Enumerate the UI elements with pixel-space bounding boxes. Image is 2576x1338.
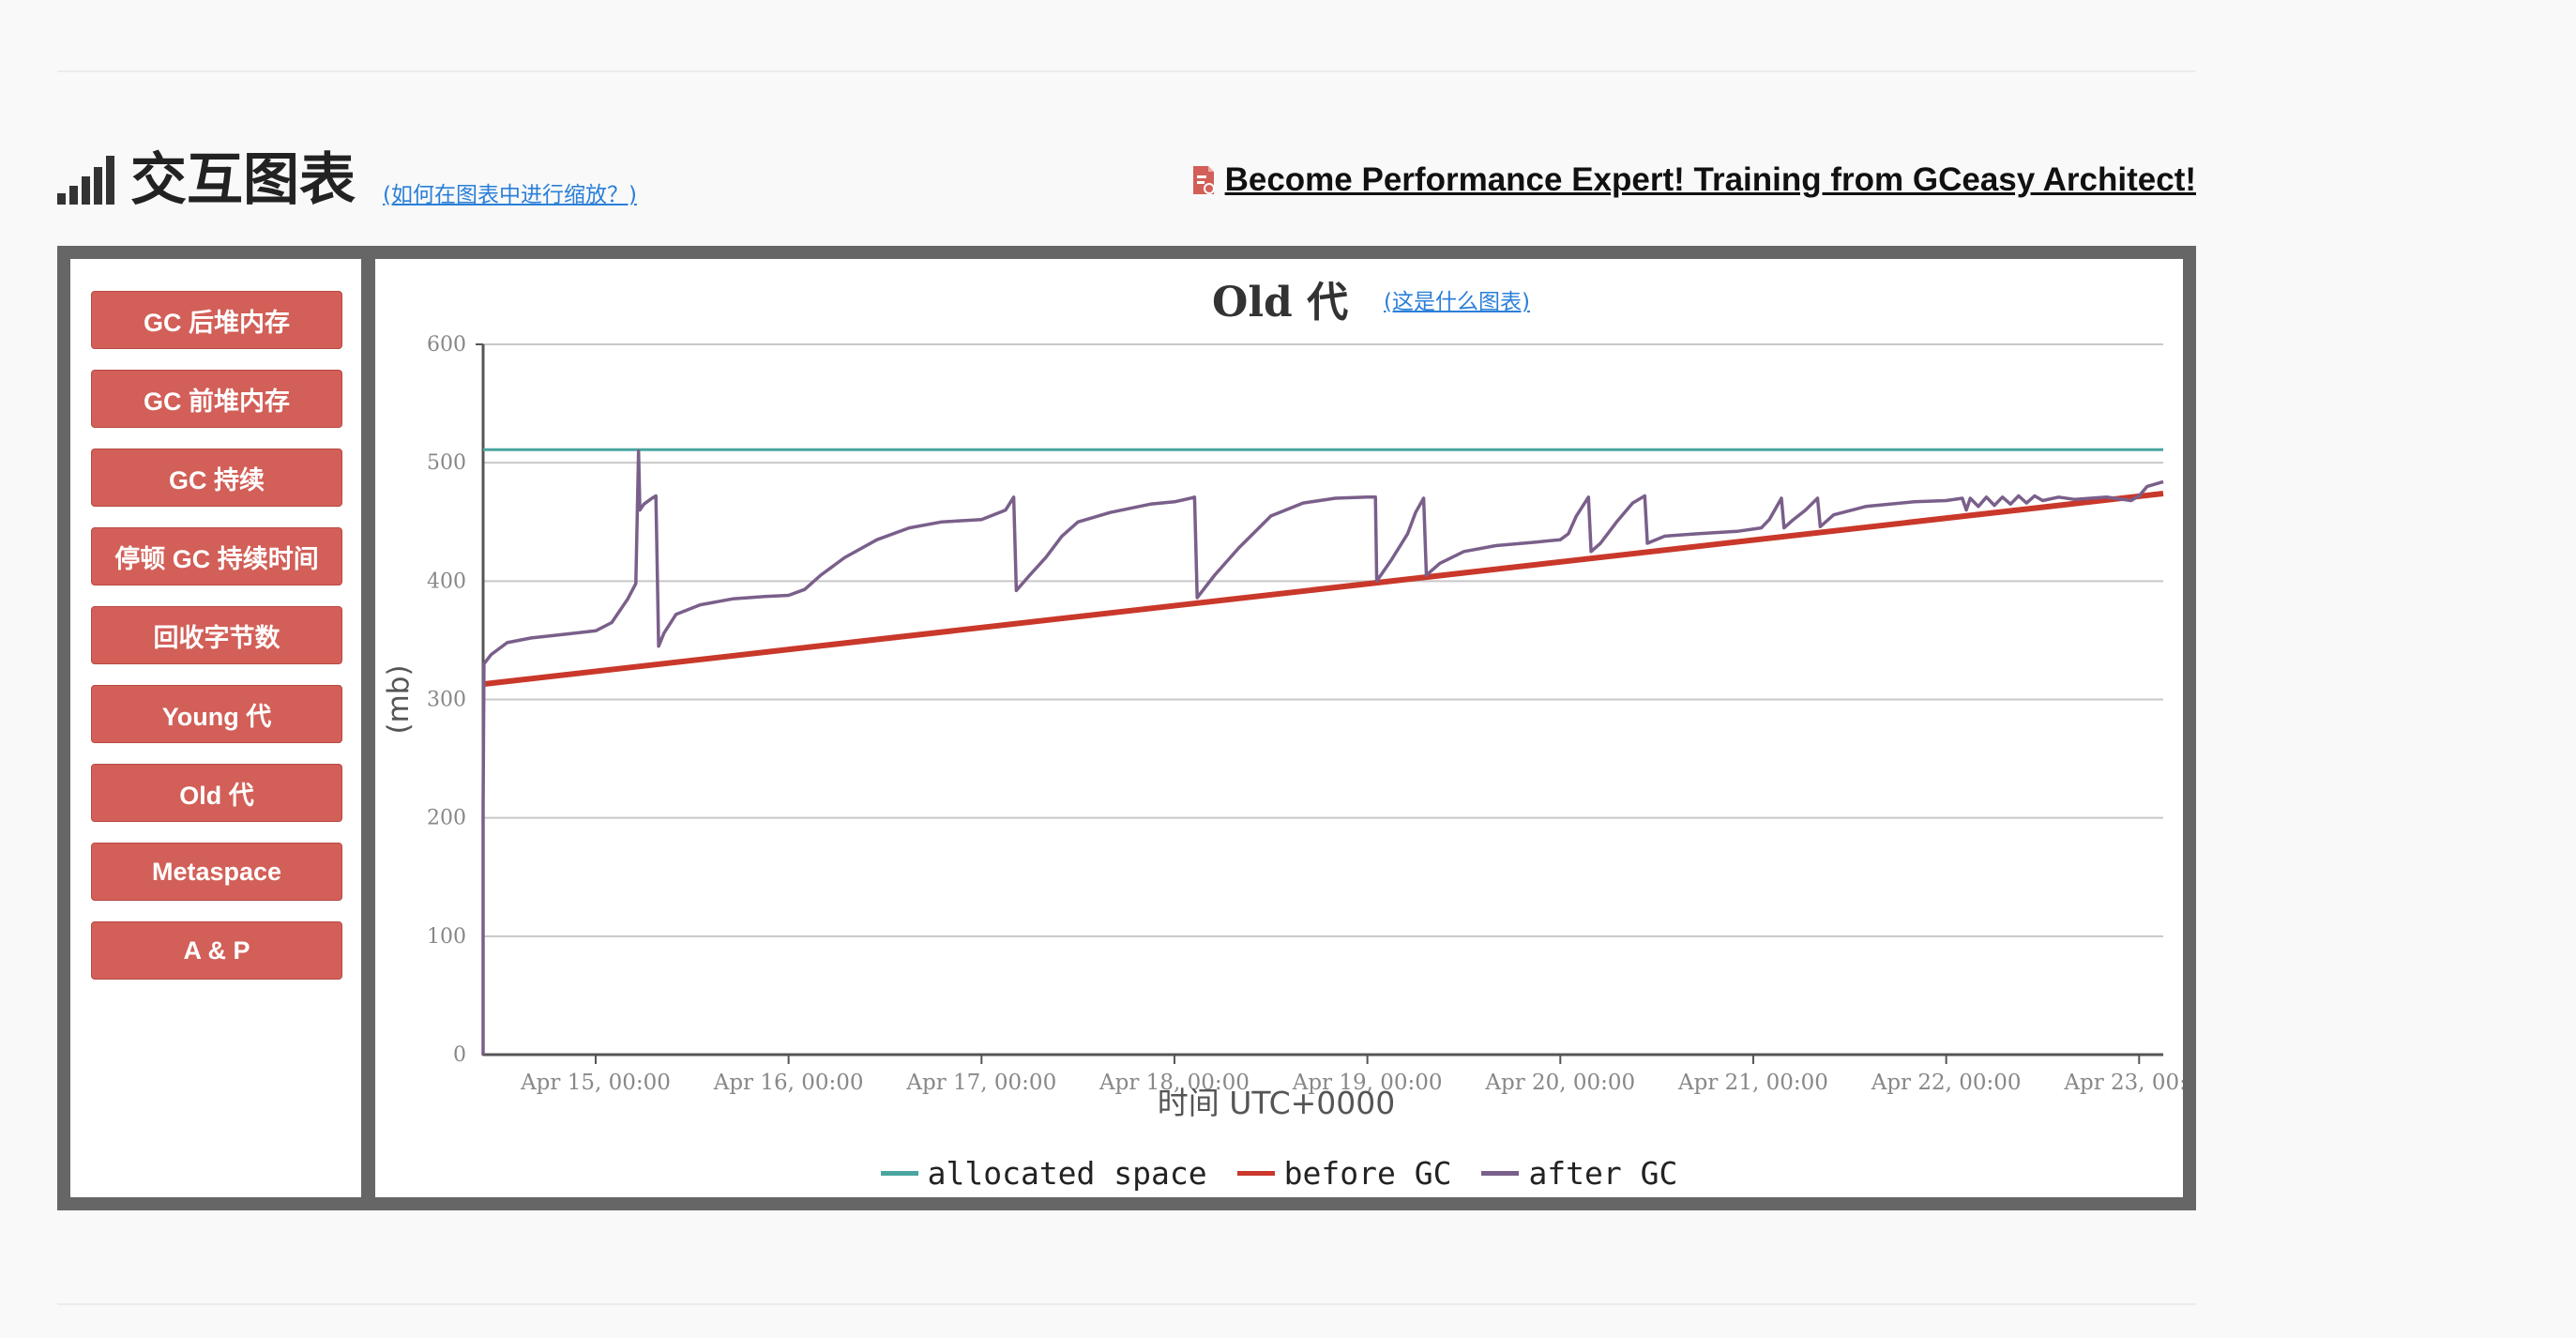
- menu-heap-before-gc-button[interactable]: GC 前堆内存: [91, 370, 342, 428]
- legend-label: allocated space: [927, 1155, 1207, 1192]
- menu-a-and-p-button[interactable]: A & P: [91, 921, 342, 980]
- y-tick-label: 400: [427, 570, 466, 593]
- legend-item[interactable]: allocated space: [880, 1155, 1207, 1192]
- chart-panel: GC 后堆内存 GC 前堆内存 GC 持续 停顿 GC 持续时间 回收字节数 Y…: [57, 246, 2196, 1210]
- y-tick-label: 500: [427, 451, 466, 475]
- old-gen-chart[interactable]: 0 100 200 300 400 500 600 Apr 15, 00:00 Apr 16, …: [375, 259, 2183, 1160]
- menu-gc-duration-button[interactable]: GC 持续: [91, 449, 342, 507]
- legend-item[interactable]: after GC: [1481, 1155, 1677, 1192]
- legend-swatch: [1481, 1171, 1520, 1176]
- x-tick-label: Apr 19, 00:00: [1292, 1071, 1443, 1095]
- x-tick-label: Apr 18, 00:00: [1099, 1071, 1250, 1095]
- x-tick-label: Apr 17, 00:00: [905, 1071, 1056, 1095]
- legend-item[interactable]: before GC: [1236, 1155, 1452, 1192]
- menu-pause-gc-duration-button[interactable]: 停顿 GC 持续时间: [91, 527, 342, 585]
- x-tick-label: Apr 23, 00:00: [2063, 1071, 2183, 1095]
- y-axis-label: (mb): [382, 664, 416, 734]
- menu-young-gen-button[interactable]: Young 代: [91, 685, 342, 743]
- legend-swatch: [1236, 1171, 1275, 1176]
- bottom-divider: [57, 1303, 2196, 1305]
- legend-label: after GC: [1528, 1155, 1678, 1192]
- x-tick-label: Apr 15, 00:00: [520, 1071, 671, 1095]
- y-tick-label: 200: [427, 807, 466, 830]
- chart-header: Old 代 (这是什么图表): [375, 259, 2183, 327]
- x-tick-label: Apr 16, 00:00: [713, 1071, 864, 1095]
- section-title: 交互图表: [130, 147, 356, 213]
- after-gc-line: [481, 449, 2164, 1055]
- y-tick-label: 0: [453, 1043, 466, 1067]
- promo-training-link[interactable]: Become Performance Expert! Training from…: [1224, 161, 2196, 198]
- chart-menu: GC 后堆内存 GC 前堆内存 GC 持续 停顿 GC 持续时间 回收字节数 Y…: [70, 259, 361, 1197]
- y-tick-label: 600: [427, 333, 466, 357]
- x-tick-label: Apr 20, 00:00: [1484, 1071, 1635, 1095]
- legend-swatch: [880, 1171, 918, 1176]
- menu-reclaimed-bytes-button[interactable]: 回收字节数: [91, 606, 342, 664]
- section-header: 交互图表 (如何在图表中进行缩放？) Become Performance Ex…: [57, 141, 2196, 216]
- y-tick-label: 300: [427, 689, 466, 712]
- menu-heap-after-gc-button[interactable]: GC 后堆内存: [91, 291, 342, 349]
- x-tick-label: Apr 22, 00:00: [1871, 1071, 2022, 1095]
- before-gc-line: [482, 491, 2164, 688]
- promo: Become Performance Expert! Training from…: [1191, 161, 2196, 199]
- signal-bars-icon: [57, 156, 115, 205]
- legend-label: before GC: [1283, 1155, 1452, 1192]
- top-divider: [57, 70, 2196, 72]
- chart-legend: allocated space before GC after GC: [375, 1155, 2183, 1192]
- training-doc-icon: [1192, 166, 1215, 194]
- y-tick-label: 100: [427, 925, 466, 949]
- what-is-this-chart-link[interactable]: (这是什么图表): [1384, 290, 1530, 314]
- x-tick-label: Apr 21, 00:00: [1677, 1071, 1828, 1095]
- chart-title: Old 代: [1212, 279, 1349, 327]
- zoom-help-link[interactable]: (如何在图表中进行缩放？): [383, 183, 637, 207]
- x-axis-label: 时间 UTC+0000: [1158, 1085, 1396, 1121]
- menu-old-gen-button[interactable]: Old 代: [91, 764, 342, 822]
- menu-metaspace-button[interactable]: Metaspace: [91, 843, 342, 901]
- chart-area: Old 代 (这是什么图表) 0 100 200 300 400 500 600 Apr 15…: [375, 259, 2183, 1197]
